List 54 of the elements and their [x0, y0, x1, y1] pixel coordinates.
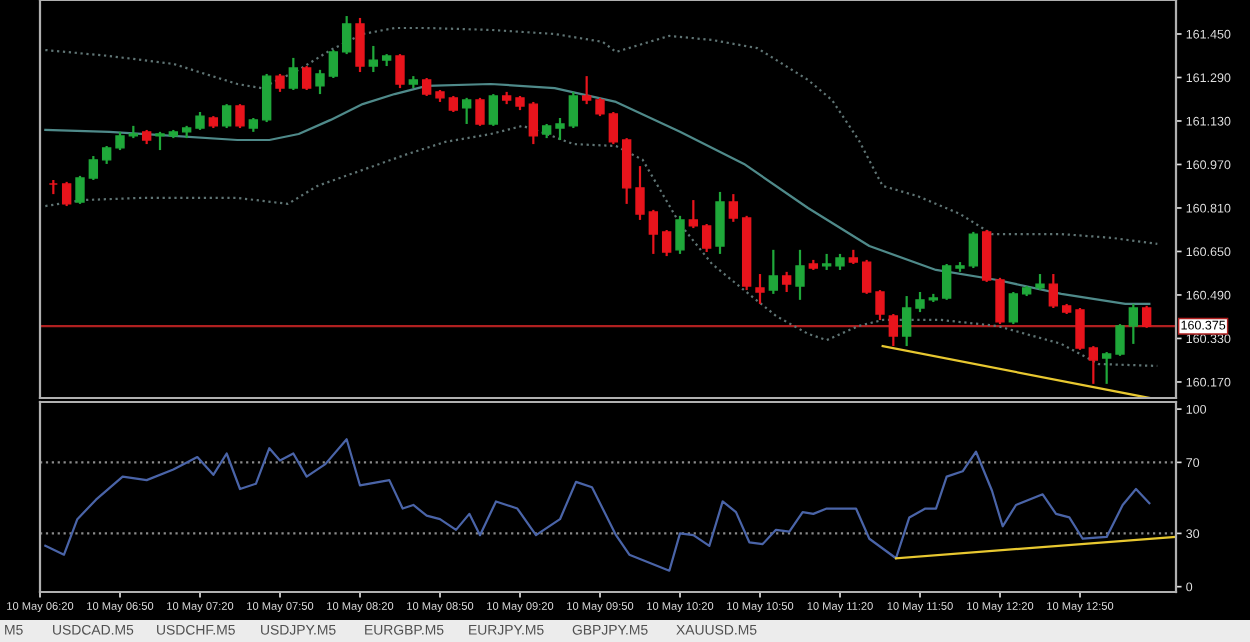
- candlestick: [568, 90, 579, 130]
- candlestick: [395, 52, 405, 90]
- candlestick: [675, 214, 685, 256]
- candlestick: [75, 174, 85, 205]
- candlestick: [315, 68, 325, 96]
- candlestick: [88, 154, 99, 182]
- candlestick: [595, 96, 605, 118]
- candlestick: [301, 64, 312, 92]
- candlestick: [781, 270, 792, 294]
- candlestick: [875, 288, 885, 322]
- candlestick: [1075, 306, 1085, 351]
- candlestick: [728, 193, 739, 223]
- candlestick: [968, 230, 979, 270]
- candlestick: [635, 165, 645, 222]
- candlestick: [1115, 322, 1125, 357]
- candlestick: [288, 56, 299, 92]
- candlestick: [915, 290, 925, 314]
- candlestick: [768, 248, 779, 295]
- candlestick: [328, 48, 339, 80]
- candlestick: [608, 110, 619, 146]
- candlestick: [475, 96, 485, 127]
- candlestick: [648, 208, 659, 256]
- candlestick: [341, 14, 352, 56]
- candlestick: [1128, 302, 1139, 346]
- candlestick: [888, 312, 899, 348]
- candlestick: [661, 228, 672, 258]
- candlestick: [235, 103, 245, 130]
- candlestick: [261, 72, 272, 124]
- candlestick: [621, 136, 632, 205]
- candlestick: [861, 258, 872, 295]
- candlestick: [581, 75, 592, 106]
- candlestick: [1101, 350, 1112, 385]
- candlestick: [1088, 344, 1099, 385]
- candlestick: [155, 130, 165, 152]
- candlestick: [555, 116, 565, 142]
- candlestick: [901, 294, 912, 348]
- candlestick: [61, 180, 72, 208]
- candlestick: [115, 130, 125, 152]
- candlestick: [715, 190, 725, 256]
- candlestick: [355, 16, 365, 74]
- candlestick: [221, 103, 232, 130]
- candlestick: [755, 272, 765, 306]
- candlestick: [528, 100, 539, 146]
- candlestick: [1008, 290, 1019, 326]
- candlestick: [688, 198, 699, 230]
- candlestick: [461, 96, 472, 126]
- candlestick: [368, 44, 379, 74]
- candlestick: [701, 222, 712, 254]
- candlestick: [795, 248, 805, 301]
- candlestick: [941, 262, 952, 301]
- candlestick: [1048, 272, 1059, 310]
- candlestick: [488, 92, 499, 127]
- candlestick: [1141, 304, 1152, 329]
- candlestick: [995, 276, 1005, 326]
